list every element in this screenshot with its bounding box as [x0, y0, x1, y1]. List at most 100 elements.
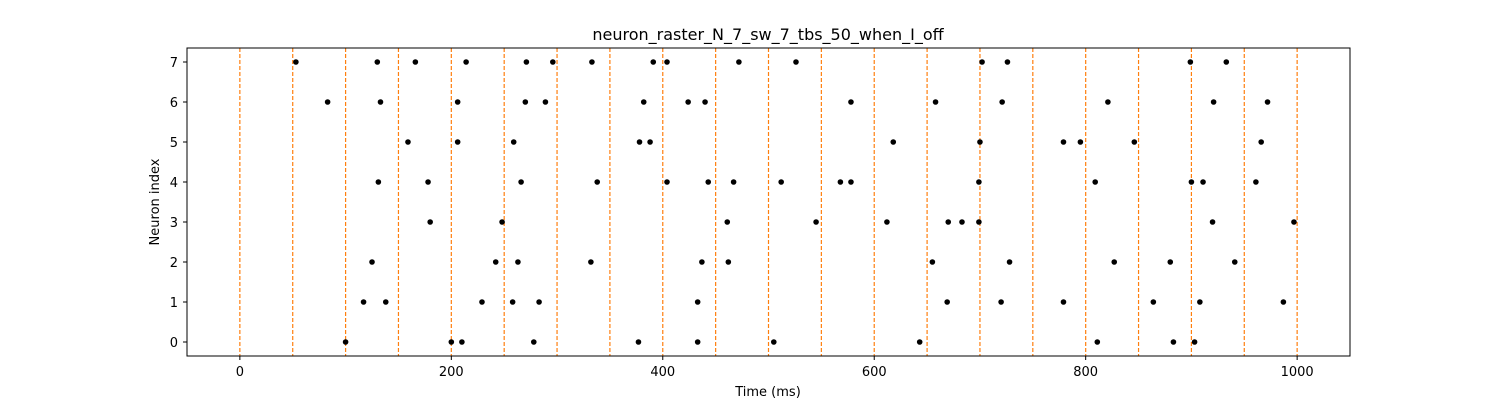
spike-point	[685, 99, 691, 105]
spike-point	[1209, 219, 1216, 225]
spike-point	[1197, 299, 1203, 305]
spike-point	[725, 259, 732, 265]
spike-point	[1191, 339, 1198, 345]
spike-point	[454, 99, 461, 105]
spike-point	[1077, 139, 1084, 145]
spike-point	[848, 179, 854, 185]
spike-point	[778, 179, 784, 185]
spike-point	[959, 219, 965, 225]
spike-point	[518, 179, 524, 185]
spike-point	[1258, 139, 1264, 145]
spike-point	[793, 59, 799, 65]
spike-point	[1280, 299, 1287, 305]
spike-point	[635, 339, 642, 345]
spike-point	[374, 59, 381, 65]
y-tick-label: 3	[170, 216, 178, 231]
stimulus-lines	[239, 48, 1298, 356]
y-tick-label: 7	[170, 56, 178, 71]
spike-point	[1006, 259, 1013, 265]
y-axis-label: Neuron index	[148, 158, 163, 245]
spike-point	[515, 259, 521, 265]
spike-point	[1187, 59, 1194, 65]
spike-point	[705, 179, 712, 185]
spike-point	[1231, 259, 1238, 265]
x-tick-label: 400	[650, 365, 675, 380]
spike-point	[664, 59, 670, 65]
spike-point	[640, 99, 647, 105]
spike-point	[1188, 179, 1195, 185]
spike-point	[976, 219, 982, 225]
spike-point	[1223, 59, 1230, 65]
spike-point	[375, 179, 382, 185]
spike-point	[1200, 179, 1206, 185]
spike-point	[1060, 299, 1067, 305]
spike-point	[664, 179, 670, 185]
spike-point	[369, 259, 375, 265]
y-tick-label: 4	[170, 176, 178, 191]
spike-point	[522, 99, 529, 105]
spike-point	[1094, 339, 1101, 345]
spike-point	[427, 219, 433, 225]
spike-point	[650, 59, 657, 65]
spike-point	[530, 339, 537, 345]
x-tick-label: 1000	[1281, 365, 1314, 380]
y-tick-label: 6	[170, 96, 178, 111]
spike-point	[1291, 219, 1297, 225]
spike-point	[945, 219, 952, 225]
spike-point	[1150, 299, 1157, 305]
spike-point	[324, 99, 331, 105]
spike-point	[932, 99, 939, 105]
spike-point	[848, 99, 854, 105]
spike-point	[929, 259, 936, 265]
spike-point	[636, 139, 643, 145]
spike-point	[405, 139, 411, 145]
spike-point	[377, 99, 384, 105]
spike-point	[1210, 99, 1217, 105]
y-tick-label: 1	[170, 296, 178, 311]
spike-point	[736, 59, 742, 65]
spike-point	[1111, 259, 1118, 265]
spike-point	[510, 139, 517, 145]
spike-point	[509, 299, 516, 305]
spike-point	[360, 299, 367, 305]
spike-point	[463, 59, 469, 65]
spike-point	[425, 179, 431, 185]
spike-point	[916, 339, 923, 345]
spike-point	[770, 339, 777, 345]
spike-point	[702, 99, 708, 105]
spike-point	[813, 219, 819, 225]
spike-point	[976, 179, 982, 185]
spike-point	[454, 139, 461, 145]
chart-title: neuron_raster_N_7_sw_7_tbs_50_when_I_off	[592, 25, 944, 45]
spike-point	[523, 59, 530, 65]
spike-point	[999, 99, 1005, 105]
spike-point	[699, 259, 705, 265]
spike-point	[542, 99, 549, 105]
x-axis-label: Time (ms)	[734, 385, 801, 400]
spike-point	[1253, 179, 1259, 185]
spike-point	[724, 219, 731, 225]
spike-point	[492, 259, 499, 265]
spike-point	[459, 339, 465, 345]
spike-point	[1092, 179, 1098, 185]
x-tick-label: 0	[236, 365, 244, 380]
plot-frame	[186, 47, 1351, 357]
spike-point	[884, 219, 890, 225]
spike-point	[730, 179, 737, 185]
x-tick-label: 600	[862, 365, 887, 380]
spike-point	[594, 179, 601, 185]
spike-point	[1004, 59, 1011, 65]
spike-point	[694, 299, 701, 305]
spike-point	[1167, 259, 1174, 265]
spike-point	[536, 299, 542, 305]
spike-point	[589, 59, 595, 65]
spike-point	[588, 259, 594, 265]
x-tick-label: 200	[439, 365, 464, 380]
spike-point	[647, 139, 653, 145]
spike-point	[412, 59, 419, 65]
spike-point	[1131, 139, 1138, 145]
spike-point	[1060, 139, 1067, 145]
spike-point	[382, 299, 389, 305]
spike-point	[1105, 99, 1111, 105]
